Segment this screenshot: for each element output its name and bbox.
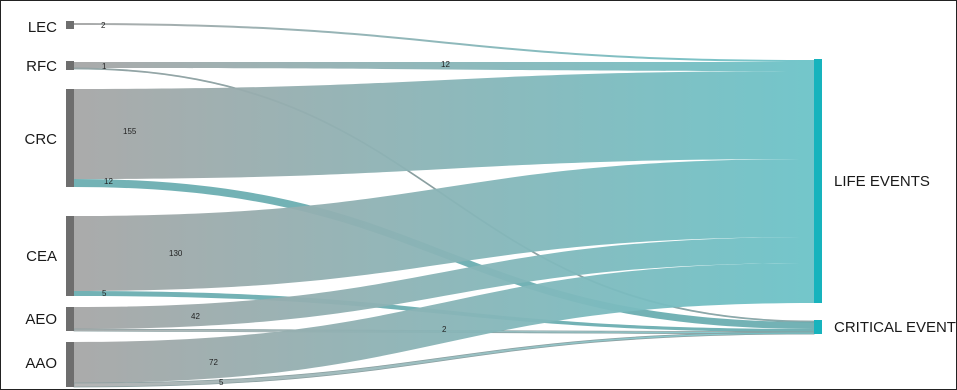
flow-value-label: 42 — [191, 312, 200, 321]
target-node-crit[interactable] — [814, 320, 822, 334]
source-label-lec: LEC — [28, 19, 57, 36]
source-label-crc: CRC — [25, 131, 58, 148]
source-node-aeo[interactable] — [66, 307, 74, 331]
source-label-aao: AAO — [25, 355, 57, 372]
flow-value-label: 1 — [102, 62, 107, 71]
flow-value-label: 2 — [442, 325, 447, 334]
source-node-rfc[interactable] — [66, 61, 74, 70]
flow-lec-to-life[interactable] — [74, 23, 814, 62]
flow-value-label: 72 — [209, 358, 218, 367]
source-node-crc[interactable] — [66, 89, 74, 187]
flow-value-label: 5 — [102, 289, 107, 298]
flow-value-label: 5 — [219, 378, 224, 387]
source-label-aeo: AEO — [25, 311, 57, 328]
flow-value-label: 2 — [101, 21, 106, 30]
flow-rfc-to-life[interactable] — [74, 62, 814, 71]
flow-cea-to-life[interactable] — [74, 159, 814, 291]
flow-crc-to-life[interactable] — [74, 71, 814, 179]
source-label-cea: CEA — [26, 248, 57, 265]
source-node-lec[interactable] — [66, 21, 74, 29]
target-label-life: LIFE EVENTS — [834, 173, 930, 190]
source-node-aao[interactable] — [66, 342, 74, 387]
flow-aeo-to-life[interactable] — [74, 237, 814, 329]
source-node-cea[interactable] — [66, 216, 74, 296]
target-node-life[interactable] — [814, 59, 822, 303]
target-label-crit: CRITICAL EVENTS — [834, 319, 956, 336]
flow-aao-to-life[interactable] — [74, 263, 814, 383]
source-label-rfc: RFC — [26, 58, 57, 75]
flow-value-label: 155 — [123, 127, 137, 136]
flow-value-label: 130 — [169, 249, 183, 258]
flow-value-label: 12 — [441, 60, 450, 69]
flow-value-label: 12 — [104, 177, 113, 186]
